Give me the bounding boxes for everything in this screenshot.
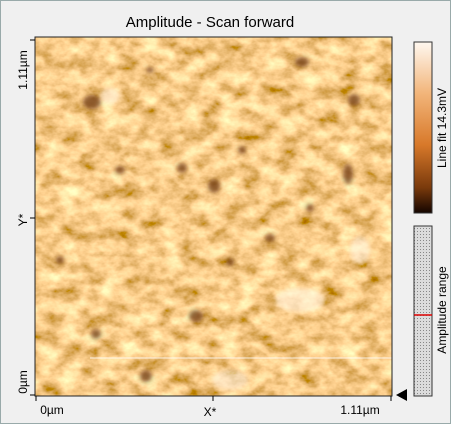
y-label: Y* bbox=[16, 213, 30, 226]
y-label: 1.11µm bbox=[16, 50, 30, 89]
scan-window: Amplitude - Scan forward 1.11µm Y* 0µm 0… bbox=[0, 0, 451, 424]
scan-image bbox=[35, 37, 392, 396]
range-label: Amplitude range bbox=[435, 266, 449, 354]
y-label: 0µm bbox=[16, 370, 30, 394]
colorbar bbox=[414, 42, 432, 213]
x-label: X* bbox=[204, 405, 217, 419]
x-label: 0µm bbox=[40, 403, 64, 417]
colorbar-label: Line fit 14.3mV bbox=[435, 88, 449, 168]
title: Amplitude - Scan forward bbox=[126, 14, 294, 31]
range-slider[interactable] bbox=[414, 226, 432, 396]
x-label: 1.11µm bbox=[340, 403, 379, 417]
